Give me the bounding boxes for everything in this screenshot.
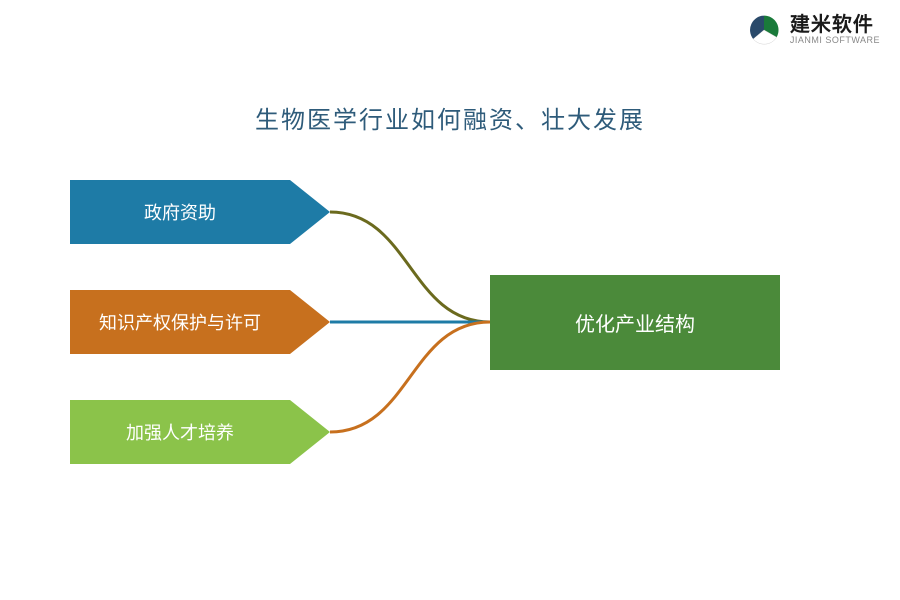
logo-text-cn: 建米软件 (790, 14, 880, 36)
brand-logo: 建米软件 JIANMI SOFTWARE (746, 12, 880, 48)
page-title: 生物医学行业如何融资、壮大发展 (0, 100, 900, 135)
arrow-label: 加强人才培养 (70, 400, 290, 464)
source-arrow-2: 加强人才培养 (70, 400, 330, 464)
source-arrow-1: 知识产权保护与许可 (70, 290, 330, 354)
arrow-label: 政府资助 (70, 180, 290, 244)
flow-diagram: 政府资助知识产权保护与许可加强人才培养 优化产业结构 (0, 160, 900, 560)
connector-2 (330, 322, 490, 432)
logo-text-en: JIANMI SOFTWARE (790, 36, 880, 46)
arrow-head (290, 180, 330, 244)
arrow-label: 知识产权保护与许可 (70, 290, 290, 354)
connector-0 (330, 212, 490, 322)
arrow-head (290, 400, 330, 464)
arrow-head (290, 290, 330, 354)
source-arrow-0: 政府资助 (70, 180, 330, 244)
target-box: 优化产业结构 (490, 275, 780, 370)
logo-icon (746, 12, 782, 48)
